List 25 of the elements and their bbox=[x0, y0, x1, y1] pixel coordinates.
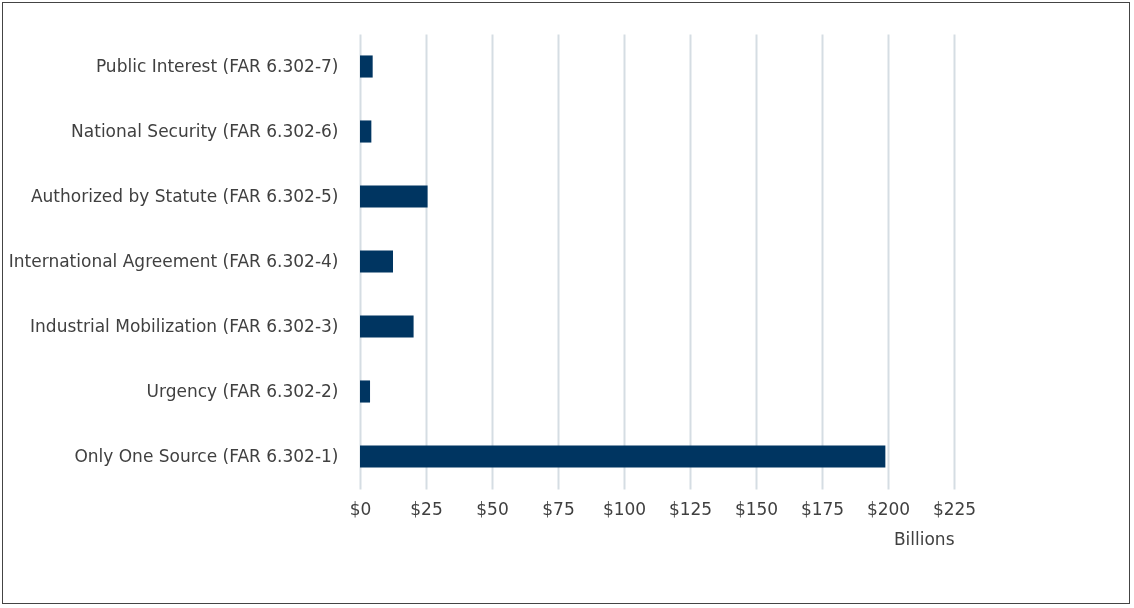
x-tick-label: $100 bbox=[602, 498, 647, 519]
bar bbox=[360, 185, 428, 208]
bar bbox=[360, 315, 414, 338]
y-tick-label: Industrial Mobilization (FAR 6.302-3) bbox=[30, 315, 339, 336]
x-tick-label: $75 bbox=[542, 498, 575, 519]
y-tick-label: National Security (FAR 6.302-6) bbox=[71, 120, 339, 141]
bar bbox=[360, 120, 372, 143]
bar bbox=[360, 380, 371, 403]
bar bbox=[360, 55, 373, 78]
x-tick-label: $175 bbox=[800, 498, 845, 519]
x-tick-label: $150 bbox=[734, 498, 779, 519]
x-tick-label: $0 bbox=[349, 498, 372, 519]
x-tick-label: $50 bbox=[476, 498, 509, 519]
y-tick-label: Only One Source (FAR 6.302-1) bbox=[74, 445, 339, 466]
y-tick-label: Urgency (FAR 6.302-2) bbox=[146, 380, 339, 401]
bar bbox=[360, 445, 886, 468]
x-tick-label: $200 bbox=[866, 498, 911, 519]
y-tick-label: International Agreement (FAR 6.302-4) bbox=[8, 250, 339, 271]
x-axis-title: Billions bbox=[893, 528, 955, 549]
y-tick-label: Public Interest (FAR 6.302-7) bbox=[95, 55, 339, 76]
x-tick-label: $25 bbox=[410, 498, 443, 519]
y-tick-label: Authorized by Statute (FAR 6.302-5) bbox=[30, 185, 339, 206]
x-tick-label: $125 bbox=[668, 498, 713, 519]
bar bbox=[360, 250, 393, 273]
x-tick-label: $225 bbox=[932, 498, 977, 519]
